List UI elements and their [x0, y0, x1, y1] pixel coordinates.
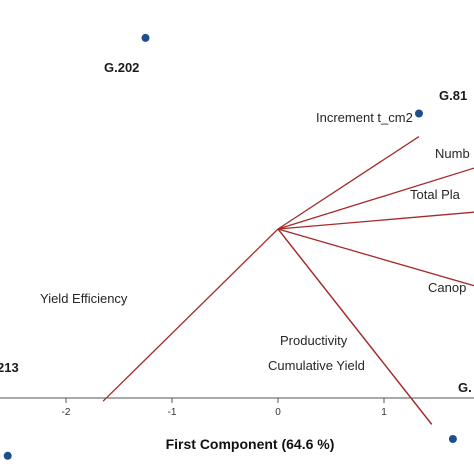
x-axis-ticks: -2 -1 0 1 [62, 398, 387, 418]
vector-label-productivity: Productivity [280, 333, 348, 348]
vector-label-canop: Canop [428, 280, 466, 295]
point-label-g: G. [458, 380, 472, 395]
data-point-0 [141, 33, 150, 42]
vector-3 [277, 228, 474, 287]
x-tick-label-0: -2 [62, 407, 71, 418]
vector-6 [102, 228, 279, 402]
x-axis-title: First Component (64.6 %) [166, 436, 335, 452]
vector-label-increment: Increment t_cm2 [316, 110, 413, 125]
point-label-g202: G.202 [104, 60, 139, 75]
variable-labels: Increment t_cm2 Numb Total Pla Canop Pro… [40, 110, 470, 373]
vector-label-numb: Numb [435, 146, 470, 161]
data-point-3 [448, 435, 457, 443]
vector-2 [277, 211, 474, 230]
vector-label-yield-efficiency: Yield Efficiency [40, 291, 128, 306]
vectors-layer [102, 136, 474, 425]
vector-label-cumulative-yield: Cumulative Yield [268, 358, 365, 373]
vector-label-total-pla: Total Pla [410, 187, 461, 202]
point-label-g81: G.81 [439, 88, 467, 103]
x-tick-label-1: -1 [168, 407, 177, 418]
data-point-2 [3, 451, 12, 460]
point-labels: G.202 G.81 213 G. [0, 60, 472, 395]
x-tick-label-2: 0 [275, 407, 281, 418]
data-point-1 [414, 109, 423, 118]
vector-5 [277, 228, 433, 425]
x-tick-label-3: 1 [381, 407, 387, 418]
point-label-213: 213 [0, 360, 19, 375]
vector-0 [277, 136, 420, 230]
points-layer [3, 33, 457, 460]
vector-1 [277, 167, 474, 230]
